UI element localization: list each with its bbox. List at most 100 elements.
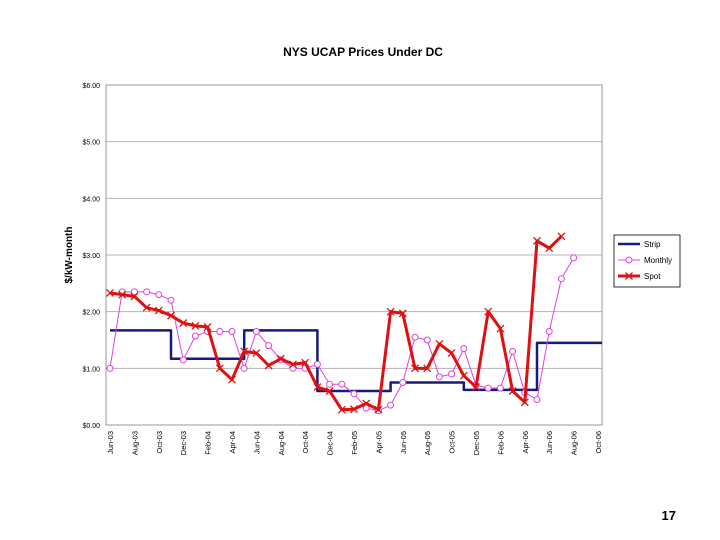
- chart-title: NYS UCAP Prices Under DC: [283, 45, 443, 59]
- legend-label-strip: Strip: [644, 240, 661, 249]
- x-tick-label: Jun-06: [545, 431, 554, 454]
- series-line-spot: [109, 235, 563, 412]
- legend-label-spot: Spot: [644, 272, 661, 281]
- series-spot: [106, 232, 566, 414]
- x-tick-label: Aug-04: [277, 431, 286, 455]
- y-tick-label: $5.00: [82, 140, 100, 147]
- point-monthly: [533, 396, 541, 403]
- plot-area: [105, 84, 603, 426]
- point-monthly: [460, 345, 468, 352]
- point-monthly: [167, 296, 175, 304]
- series-monthly: [106, 254, 578, 415]
- y-tick-label: $3.00: [82, 253, 100, 260]
- legend-label-monthly: Monthly: [644, 256, 672, 265]
- point-monthly: [350, 390, 358, 398]
- slide-number: 17: [661, 508, 676, 523]
- point-monthly: [143, 288, 151, 296]
- x-axis: Jun-03 Aug-03 Oct-03 Dec-03 Feb-04 Apr-04 Jun-…: [106, 431, 603, 455]
- point-monthly: [399, 379, 407, 386]
- x-tick-label: Aug-05: [423, 431, 432, 455]
- point-spot: [362, 399, 371, 408]
- point-spot: [167, 311, 175, 320]
- point-spot: [154, 306, 163, 315]
- point-spot: [533, 236, 541, 245]
- y-tick-label: $4.00: [82, 196, 100, 203]
- point-spot: [337, 405, 346, 414]
- point-spot: [496, 324, 505, 333]
- point-monthly: [387, 401, 395, 409]
- point-spot: [203, 323, 212, 331]
- point-spot: [215, 364, 224, 373]
- point-spot: [179, 319, 188, 327]
- point-monthly: [130, 288, 138, 296]
- point-spot: [301, 358, 310, 367]
- point-spot: [118, 290, 127, 299]
- point-monthly: [191, 332, 199, 340]
- point-monthly: [570, 254, 578, 262]
- x-tick-label: Apr-04: [228, 431, 237, 454]
- point-spot: [386, 307, 395, 316]
- point-monthly: [509, 347, 517, 355]
- point-spot: [191, 321, 200, 330]
- point-monthly: [313, 360, 321, 368]
- point-spot: [106, 289, 114, 297]
- point-spot: [472, 383, 480, 391]
- x-tick-label: Oct-06: [594, 431, 603, 454]
- point-monthly: [496, 384, 504, 392]
- point-spot: [398, 309, 407, 318]
- series-layer: [106, 232, 602, 415]
- x-tick-label: Apr-05: [374, 431, 383, 454]
- point-monthly: [545, 328, 553, 335]
- point-monthly: [448, 370, 456, 378]
- point-spot: [520, 398, 529, 407]
- legend: Strip Monthly Spot: [613, 234, 681, 288]
- y-tick-label: $0.00: [82, 423, 100, 430]
- point-spot: [142, 303, 151, 312]
- point-monthly: [252, 328, 260, 335]
- point-monthly: [240, 364, 248, 372]
- point-monthly: [326, 380, 334, 388]
- x-tick-label: Oct-05: [448, 431, 457, 454]
- point-spot: [264, 361, 273, 370]
- point-monthly: [216, 328, 224, 335]
- legend-marker-monthly: [625, 256, 633, 264]
- point-spot: [508, 387, 517, 395]
- point-spot: [484, 307, 493, 316]
- x-tick-label: Jun-04: [252, 431, 261, 454]
- point-spot: [459, 371, 468, 380]
- point-monthly: [557, 275, 565, 283]
- point-monthly: [179, 356, 187, 364]
- point-spot: [252, 349, 261, 357]
- x-tick-label: Dec-03: [179, 431, 188, 455]
- y-tick-label: $1.00: [82, 366, 100, 373]
- x-tick-label: Oct-03: [155, 431, 164, 454]
- point-monthly: [484, 384, 492, 392]
- point-spot: [411, 364, 419, 373]
- x-tick-label: Apr-06: [521, 431, 530, 454]
- point-spot: [325, 387, 334, 395]
- point-monthly: [228, 328, 236, 335]
- point-spot: [545, 244, 554, 253]
- point-spot: [289, 360, 297, 369]
- legend-marker-spot: [625, 272, 633, 280]
- legend-item-strip: Strip: [618, 240, 661, 249]
- x-tick-label: Feb-04: [204, 431, 213, 455]
- y-tick-label: $2.00: [82, 310, 100, 317]
- x-tick-label: Dec-04: [326, 431, 335, 455]
- point-spot: [228, 375, 236, 384]
- x-tick-label: Jun-03: [106, 431, 115, 454]
- point-spot: [557, 232, 566, 241]
- y-axis-label: $/kW-month: [64, 226, 75, 283]
- x-tick-label: Dec-05: [472, 431, 481, 455]
- point-monthly: [265, 342, 273, 350]
- point-monthly: [155, 291, 163, 299]
- point-spot: [130, 292, 139, 301]
- x-tick-label: Feb-05: [350, 431, 359, 455]
- point-monthly: [106, 364, 114, 372]
- x-tick-label: Aug-03: [130, 431, 139, 455]
- point-spot: [423, 364, 432, 373]
- point-spot: [313, 383, 322, 391]
- point-monthly: [435, 373, 443, 381]
- point-spot: [447, 349, 456, 357]
